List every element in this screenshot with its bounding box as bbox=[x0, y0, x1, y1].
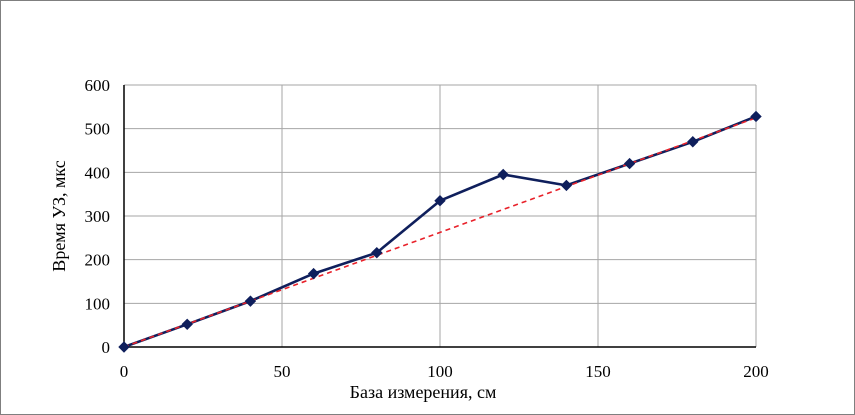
data-point-40 bbox=[244, 295, 257, 307]
data-point-140 bbox=[560, 179, 573, 192]
x-tick-label-200: 200 bbox=[743, 362, 769, 381]
y-tick-label-400: 400 bbox=[85, 163, 111, 182]
y-tick-label-0: 0 bbox=[102, 338, 111, 357]
x-tick-label-100: 100 bbox=[427, 362, 453, 381]
data-point-180 bbox=[687, 136, 699, 148]
series-layer bbox=[118, 110, 762, 353]
tick-labels: 0 100 200 300 400 500 600 0 50 100 150 200 bbox=[85, 76, 769, 381]
axes bbox=[123, 85, 756, 348]
data-point-200 bbox=[750, 110, 762, 123]
x-tick-label-150: 150 bbox=[585, 362, 611, 381]
y-axis-label: Время УЗ, мкс bbox=[49, 160, 69, 271]
data-point-80 bbox=[371, 246, 383, 259]
trend-line bbox=[123, 117, 757, 348]
y-tick-label-200: 200 bbox=[85, 251, 111, 270]
x-axis-label: База измерения, см bbox=[350, 382, 497, 402]
data-point-160 bbox=[623, 157, 636, 170]
data-point-0 bbox=[118, 341, 130, 353]
x-tick-label-50: 50 bbox=[274, 362, 291, 381]
data-point-120 bbox=[497, 168, 509, 181]
grid bbox=[124, 84, 757, 347]
y-tick-label-500: 500 bbox=[85, 120, 111, 139]
data-point-60 bbox=[307, 267, 320, 280]
y-tick-label-300: 300 bbox=[85, 207, 111, 226]
x-tick-label-0: 0 bbox=[120, 362, 129, 381]
data-point-20 bbox=[181, 318, 193, 331]
y-tick-label-600: 600 bbox=[85, 76, 111, 95]
data-point-100 bbox=[434, 195, 446, 207]
y-tick-label-100: 100 bbox=[85, 294, 111, 313]
